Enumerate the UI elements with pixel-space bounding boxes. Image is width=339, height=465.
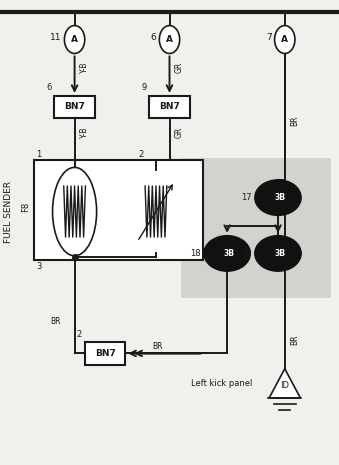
Text: 3B: 3B	[274, 193, 285, 202]
Circle shape	[64, 26, 85, 53]
Polygon shape	[269, 369, 300, 398]
Text: 3: 3	[36, 262, 42, 271]
Text: BR: BR	[290, 334, 299, 345]
Text: A: A	[166, 35, 173, 44]
Text: 19: 19	[241, 249, 252, 258]
Text: 3B: 3B	[274, 249, 285, 258]
Circle shape	[159, 26, 180, 53]
Text: 6: 6	[46, 83, 52, 92]
Text: BN7: BN7	[95, 349, 116, 358]
Bar	[149, 96, 190, 118]
Ellipse shape	[255, 180, 301, 215]
Text: BN7: BN7	[64, 102, 85, 112]
Ellipse shape	[255, 236, 301, 271]
Text: BR: BR	[153, 342, 163, 351]
Text: ID: ID	[280, 381, 289, 391]
Text: GR: GR	[175, 127, 184, 138]
Text: A: A	[71, 35, 78, 44]
Text: A: A	[281, 35, 288, 44]
Text: 9: 9	[141, 83, 146, 92]
Text: Y-B: Y-B	[80, 62, 89, 73]
Text: BR: BR	[51, 317, 61, 326]
Text: 17: 17	[241, 193, 252, 202]
Ellipse shape	[204, 236, 250, 271]
Text: 6: 6	[151, 33, 157, 42]
Bar	[85, 342, 125, 365]
Text: 1: 1	[36, 150, 42, 159]
Text: FUEL SENDER: FUEL SENDER	[4, 180, 13, 243]
Text: 11: 11	[50, 33, 62, 42]
Text: 7: 7	[266, 33, 272, 42]
Bar	[34, 160, 203, 260]
Text: 18: 18	[190, 249, 201, 258]
Text: BR: BR	[290, 116, 299, 126]
Text: F8: F8	[21, 202, 30, 212]
Bar	[181, 158, 331, 298]
Text: 2: 2	[77, 330, 82, 339]
Text: Y-B: Y-B	[80, 127, 89, 138]
Text: BN7: BN7	[159, 102, 180, 112]
Circle shape	[275, 26, 295, 53]
Bar	[54, 96, 95, 118]
Text: 2: 2	[138, 150, 143, 159]
Text: Left kick panel: Left kick panel	[191, 379, 253, 388]
Text: 3B: 3B	[223, 249, 234, 258]
Text: GR: GR	[175, 62, 184, 73]
